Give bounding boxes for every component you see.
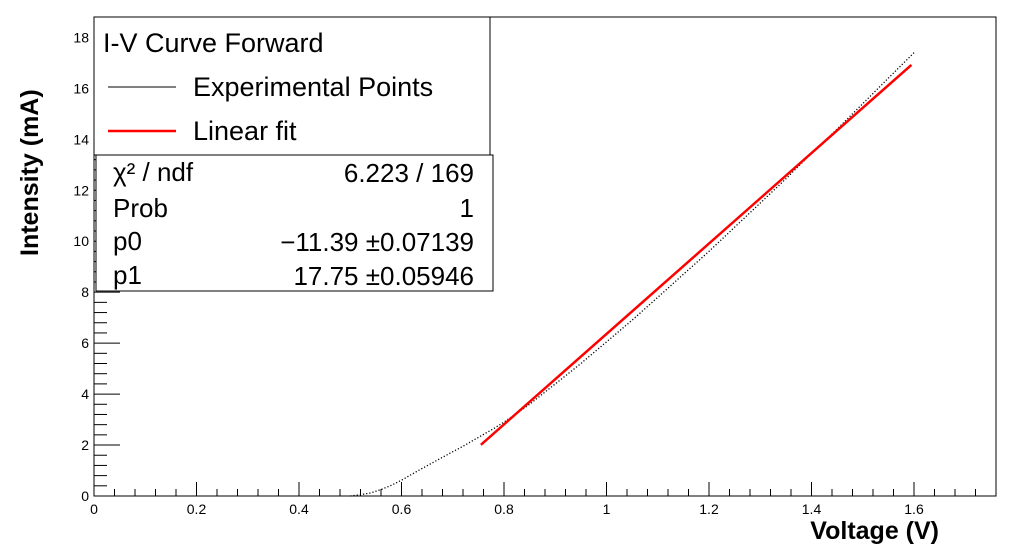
stats-label-chi2: χ² / ndf — [113, 157, 194, 187]
x-tick-label: 0.8 — [494, 501, 514, 517]
y-tick-label: 8 — [81, 284, 89, 300]
series-linear-fit — [480, 63, 913, 446]
x-tick-label: 0 — [90, 501, 98, 517]
series-experimental-points — [350, 52, 915, 497]
stats-value-p0: −11.39 ±0.07139 — [280, 227, 474, 257]
stats-frame — [95, 154, 494, 292]
stats-label-prob: Prob — [113, 193, 168, 223]
x-tick-label: 0.2 — [187, 501, 207, 517]
legend-title: I-V Curve Forward — [103, 28, 324, 58]
legend-entry-experimental: Experimental Points — [193, 72, 433, 102]
stats-value-chi2: 6.223 / 169 — [344, 158, 474, 188]
stats-value-prob: 1 — [460, 193, 474, 223]
stats-label-p0: p0 — [113, 226, 142, 256]
x-tick-label: 0.4 — [289, 501, 309, 517]
x-tick-label: 1.2 — [699, 501, 719, 517]
legend-entry-fit: Linear fit — [193, 116, 297, 146]
y-tick-label: 18 — [73, 29, 89, 45]
y-tick-label: 16 — [73, 80, 89, 96]
y-tick-label: 12 — [73, 182, 89, 198]
axis-ticks: 0 0.2 0.4 0.6 0.8 1 1.2 1.4 1.6 0 2 4 6 8 10 12 14 16 18 — [73, 16, 997, 517]
x-tick-label: 1 — [603, 501, 611, 517]
x-tick-label: 1.6 — [904, 501, 924, 517]
series-layer — [350, 52, 915, 497]
y-tick-label: 0 — [81, 488, 89, 504]
x-tick-label: 1.4 — [802, 501, 822, 517]
x-axis-title: Voltage (V) — [810, 517, 939, 545]
legend: I-V Curve Forward Experimental Points Li… — [93, 16, 491, 156]
y-tick-label: 2 — [81, 437, 89, 453]
y-axis-title: Intensity (mA) — [16, 89, 44, 256]
stats-value-p1: 17.75 ±0.05946 — [293, 261, 474, 291]
y-tick-label: 14 — [73, 131, 89, 147]
fit-stats-box: χ² / ndf 6.223 / 169 Prob 1 p0 −11.39 ±0… — [95, 154, 494, 292]
y-tick-label: 4 — [81, 386, 89, 402]
y-tick-label: 6 — [81, 335, 89, 351]
stats-label-p1: p1 — [113, 260, 142, 290]
x-tick-label: 0.6 — [392, 501, 412, 517]
y-tick-label: 10 — [73, 233, 89, 249]
